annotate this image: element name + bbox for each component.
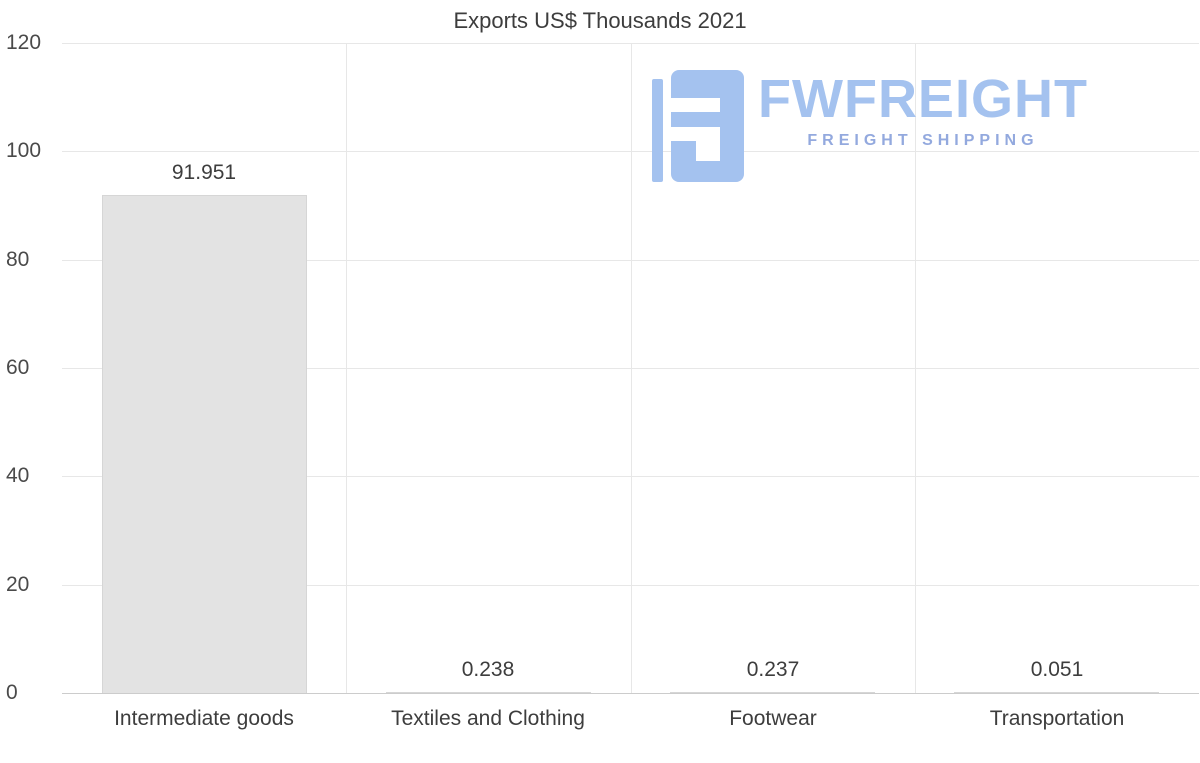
y-tick-label: 120 (6, 31, 42, 54)
x-category-label: Transportation (989, 707, 1125, 730)
y-tick-label: 100 (6, 139, 42, 163)
bar-value-label: 0.237 (746, 658, 800, 681)
brand-text-block: FWFREIGHT FREIGHT SHIPPING (758, 70, 1088, 150)
h-gridline (62, 151, 1199, 153)
y-tick-label: 20 (6, 572, 30, 596)
brand-tagline: FREIGHT SHIPPING (807, 132, 1039, 149)
bar (670, 692, 875, 693)
freight-logo-icon (652, 70, 744, 182)
x-axis-line (62, 693, 1199, 694)
v-gridline (631, 43, 632, 693)
brand-name: FWFREIGHT (758, 69, 1088, 129)
h-gridline (62, 368, 1199, 369)
brand-watermark: FWFREIGHT FREIGHT SHIPPING (652, 70, 1088, 182)
bar-value-label: 91.951 (171, 161, 237, 184)
x-category-label: Textiles and Clothing (391, 707, 585, 730)
bar-value-label: 0.238 (461, 658, 515, 681)
v-gridline (346, 43, 347, 693)
h-gridline (62, 259, 1199, 261)
y-tick-label: 0 (6, 681, 18, 704)
bar (102, 195, 307, 693)
h-gridline (62, 584, 1199, 586)
y-tick-label: 60 (6, 356, 30, 379)
y-tick-label: 40 (6, 464, 30, 488)
bar-value-label: 0.051 (1030, 658, 1084, 681)
x-category-label: Footwear (729, 707, 817, 730)
bar (386, 692, 591, 693)
bar (954, 692, 1159, 693)
y-tick-label: 80 (6, 247, 30, 271)
h-gridline (62, 43, 1199, 44)
chart-title: Exports US$ Thousands 2021 (453, 8, 747, 33)
v-gridline (915, 43, 916, 693)
h-gridline (62, 476, 1199, 478)
x-category-label: Intermediate goods (114, 707, 294, 730)
